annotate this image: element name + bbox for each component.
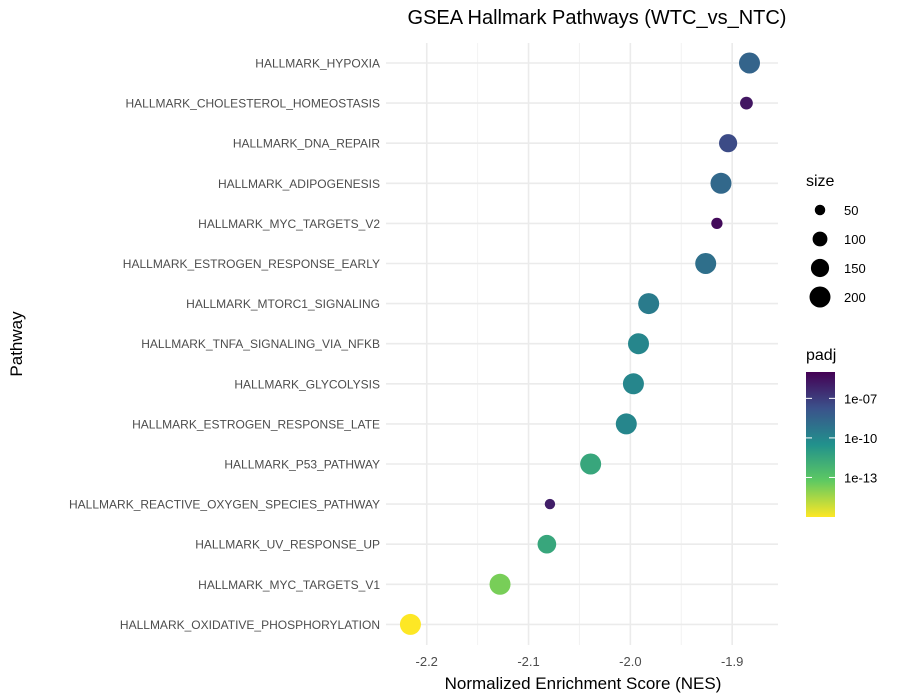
pathway-point <box>738 52 760 74</box>
pathway-label: HALLMARK_MTORC1_SIGNALING <box>186 297 380 311</box>
pathway-label: HALLMARK_CHOLESTEROL_HOMEOSTASIS <box>125 97 380 111</box>
padj-tick-label: 1e-10 <box>844 431 877 446</box>
pathway-label: HALLMARK_ESTROGEN_RESPONSE_EARLY <box>123 257 380 271</box>
data-points <box>399 52 760 635</box>
pathway-label: HALLMARK_P53_PATHWAY <box>224 458 380 472</box>
pathway-point <box>710 172 732 194</box>
padj-legend: padj 1e-07 1e-10 1e-13 <box>806 347 877 517</box>
pathway-label: HALLMARK_HYPOXIA <box>255 57 380 71</box>
pathway-label: HALLMARK_ADIPOGENESIS <box>218 177 380 191</box>
plot-grid <box>386 43 778 645</box>
pathway-label: HALLMARK_REACTIVE_OXYGEN_SPECIES_PATHWAY <box>69 498 380 512</box>
size-legend-title: size <box>806 173 835 190</box>
size-legend-key <box>814 204 826 216</box>
pathway-label: HALLMARK_TNFA_SIGNALING_VIA_NFKB <box>141 337 380 351</box>
padj-legend-title: padj <box>806 347 836 364</box>
size-legend-key <box>810 258 830 278</box>
pathway-label: HALLMARK_DNA_REPAIR <box>233 137 380 151</box>
pathway-label: HALLMARK_OXIDATIVE_PHOSPHORYLATION <box>120 618 380 632</box>
size-legend: size 50 100 150 200 <box>806 173 866 308</box>
pathway-point <box>399 613 421 635</box>
pathway-label: HALLMARK_MYC_TARGETS_V1 <box>198 578 380 592</box>
pathway-point <box>537 534 557 554</box>
x-tick-label: -1.9 <box>721 654 743 669</box>
pathway-point <box>628 333 650 355</box>
padj-tick-label: 1e-13 <box>844 470 877 485</box>
pathway-label: HALLMARK_UV_RESPONSE_UP <box>195 538 380 552</box>
pathway-point <box>622 373 644 395</box>
size-legend-label: 50 <box>844 203 858 218</box>
padj-colorbar <box>806 372 835 517</box>
pathway-point <box>638 293 660 315</box>
x-tick-label: -2.2 <box>416 654 438 669</box>
size-legend-label: 150 <box>844 261 866 276</box>
x-tick-label: -2.1 <box>517 654 539 669</box>
size-legend-key <box>812 231 828 247</box>
pathway-point <box>615 413 637 435</box>
pathway-point <box>719 134 738 153</box>
pathway-label: HALLMARK_ESTROGEN_RESPONSE_LATE <box>132 417 380 431</box>
pathway-label: HALLMARK_MYC_TARGETS_V2 <box>198 217 380 231</box>
pathway-point <box>711 217 723 230</box>
pathway-point <box>580 453 602 475</box>
pathway-point <box>489 573 511 595</box>
x-axis-title: Normalized Enrichment Score (NES) <box>445 674 722 693</box>
y-axis-title: Pathway <box>7 311 26 377</box>
pathway-point <box>695 253 717 274</box>
x-axis-ticks: -2.2 -2.1 -2.0 -1.9 <box>416 654 744 669</box>
padj-tick-label: 1e-07 <box>844 391 877 406</box>
pathway-point <box>544 498 556 510</box>
pathway-labels: HALLMARK_HYPOXIA HALLMARK_CHOLESTEROL_HOM… <box>69 57 380 632</box>
size-legend-label: 100 <box>844 232 866 247</box>
x-tick-label: -2.0 <box>619 654 641 669</box>
size-legend-label: 200 <box>844 290 866 305</box>
size-legend-key <box>809 286 831 308</box>
pathway-label: HALLMARK_GLYCOLYSIS <box>234 377 380 391</box>
pathway-point <box>740 96 753 110</box>
chart-title: GSEA Hallmark Pathways (WTC_vs_NTC) <box>408 7 787 29</box>
